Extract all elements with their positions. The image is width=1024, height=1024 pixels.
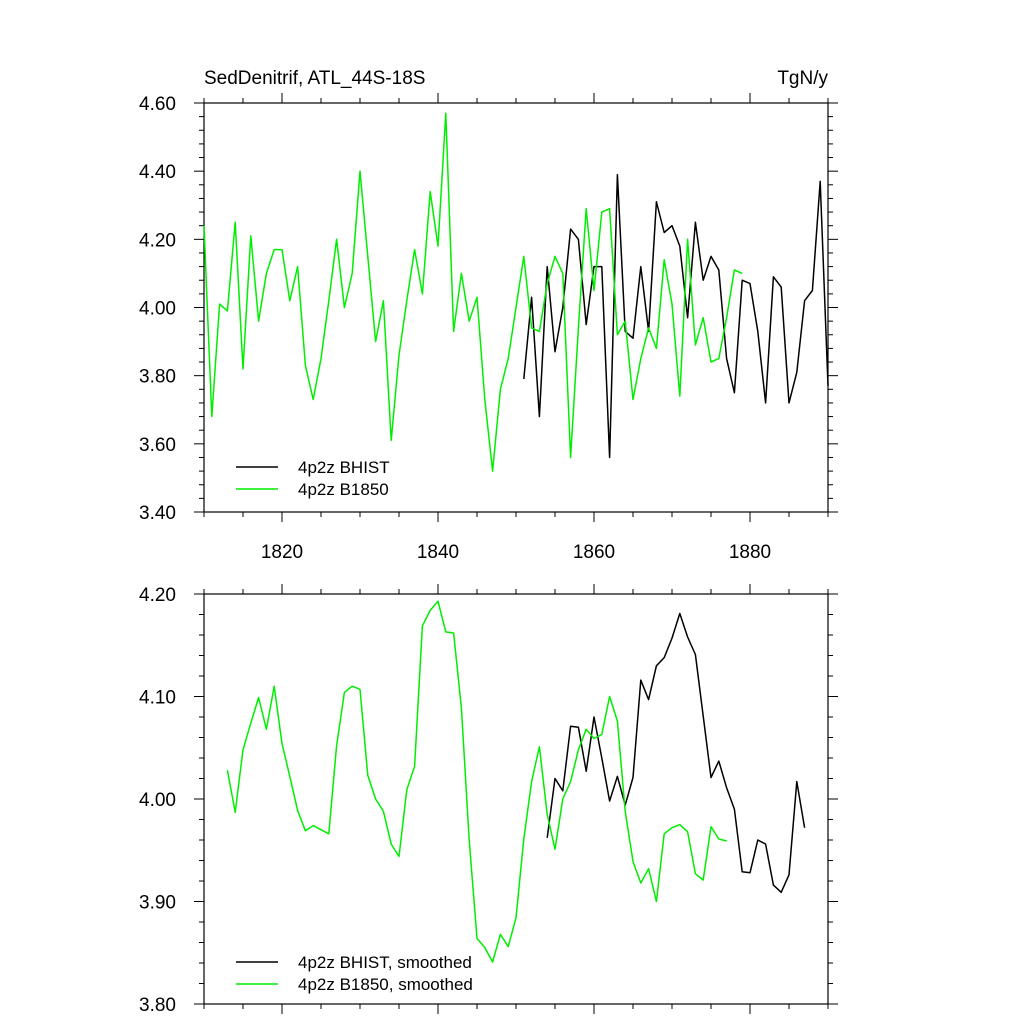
x-tick-label: 1880 (729, 542, 771, 563)
y-tick-label: 4.10 (139, 688, 176, 709)
bottom-panel: 3.80 3.90 4.00 4.10 4.20 4p2z BHIST, smoothed… (139, 584, 838, 1016)
y-tick-label: 3.90 (139, 893, 176, 914)
y-tick-label: 4.60 (139, 94, 176, 115)
x-tick-label: 1840 (417, 542, 459, 563)
plot-frame (203, 593, 829, 1005)
legend-label: 4p2z B1850, smoothed (298, 975, 473, 994)
y-tick-label: 4.00 (139, 299, 176, 320)
x-tick-label: 1820 (261, 542, 303, 563)
y-tick-label: 4.40 (139, 162, 176, 183)
y-tick-label: 3.40 (139, 503, 176, 524)
legend-label: 4p2z B1850 (298, 480, 389, 499)
units-label: TgN/y (777, 68, 828, 89)
top-panel: 1820 1840 1860 1880 3.40 3.60 3.80 4.00 4.20 4.40… (139, 93, 838, 563)
y-tick-label: 4.20 (139, 585, 176, 606)
legend-label: 4p2z BHIST (298, 458, 390, 477)
series-line-bhist (523, 173, 829, 459)
x-tick-label: 1860 (573, 542, 615, 563)
series-line-bhist (546, 612, 806, 894)
y-tick-label: 3.80 (139, 995, 176, 1016)
y-tick-label: 3.60 (139, 435, 176, 456)
chart-title: SedDenitrif, ATL_44S-18S (204, 68, 425, 89)
y-tick-label: 4.00 (139, 790, 176, 811)
y-tick-label: 3.80 (139, 367, 176, 388)
series-line-b1850 (226, 600, 727, 963)
y-tick-label: 4.20 (139, 230, 176, 251)
series-line-b1850 (203, 112, 743, 472)
legend-label: 4p2z BHIST, smoothed (298, 953, 472, 972)
